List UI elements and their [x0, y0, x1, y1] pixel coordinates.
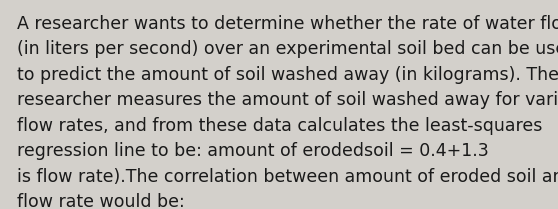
Text: researcher measures the amount of soil washed away for various: researcher measures the amount of soil w…: [17, 91, 558, 109]
Text: flow rate would be:: flow rate would be:: [17, 193, 185, 209]
Text: to predict the amount of soil washed away (in kilograms). The: to predict the amount of soil washed awa…: [17, 66, 558, 84]
Text: (in liters per second) over an experimental soil bed can be used: (in liters per second) over an experimen…: [17, 40, 558, 58]
Text: is flow rate).The correlation between amount of eroded soil and: is flow rate).The correlation between am…: [17, 168, 558, 186]
Text: A researcher wants to determine whether the rate of water flow: A researcher wants to determine whether …: [17, 15, 558, 33]
Text: flow rates, and from these data calculates the least-squares: flow rates, and from these data calculat…: [17, 117, 542, 135]
Text: regression line to be: amount of erodedsoil = 0.4+1.3: regression line to be: amount of erodeds…: [17, 142, 488, 160]
